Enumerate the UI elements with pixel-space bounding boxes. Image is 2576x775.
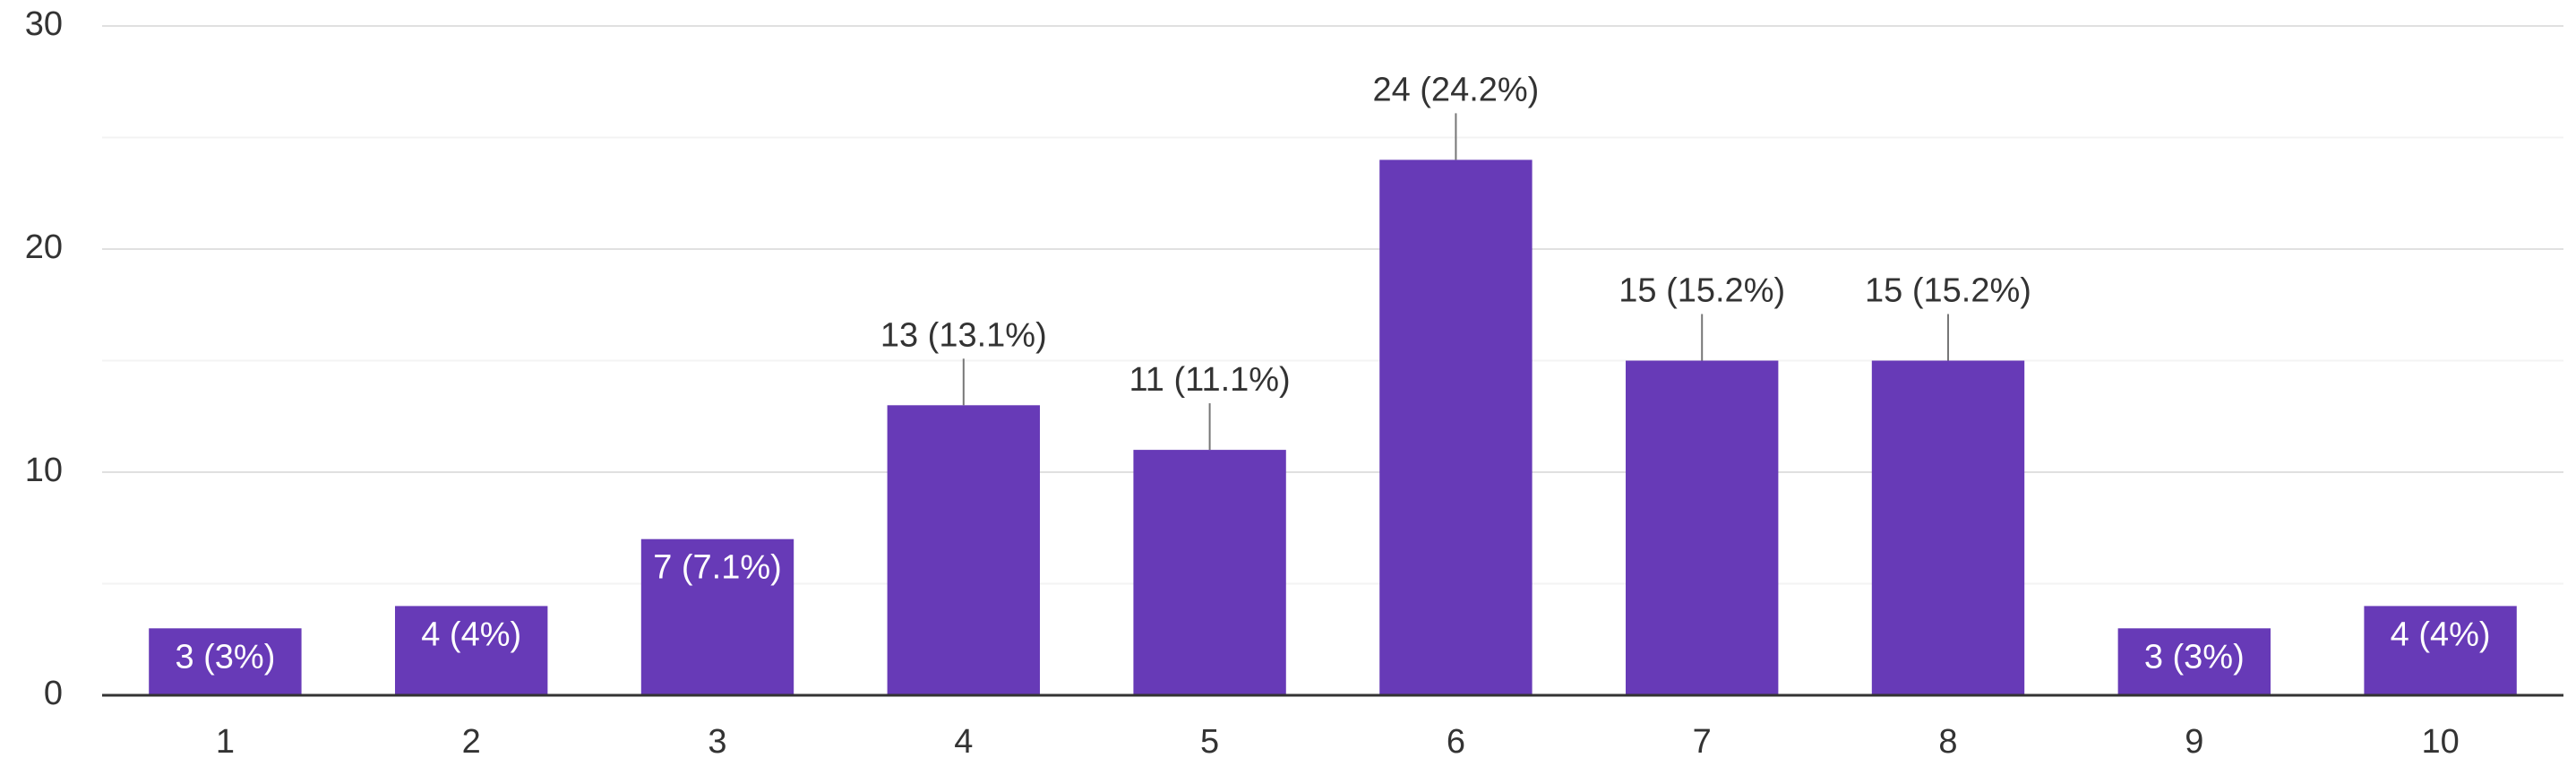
bar xyxy=(1379,159,1533,695)
x-tick-label: 8 xyxy=(1938,723,1957,761)
bar xyxy=(1871,360,2025,695)
x-tick-label: 7 xyxy=(1693,723,1712,761)
x-tick-label: 2 xyxy=(462,723,481,761)
y-tick-label: 10 xyxy=(25,452,63,489)
y-tick-label: 30 xyxy=(25,5,63,43)
x-tick-label: 3 xyxy=(708,723,726,761)
bar xyxy=(1626,360,1779,695)
data-label: 11 (11.1%) xyxy=(1129,361,1290,399)
x-tick-label: 6 xyxy=(1447,723,1465,761)
bar xyxy=(1133,450,1286,695)
x-tick-label: 1 xyxy=(216,723,235,761)
x-tick-label: 9 xyxy=(2185,723,2203,761)
bar xyxy=(149,628,302,695)
data-label: 15 (15.2%) xyxy=(1619,272,1785,310)
bar xyxy=(2364,606,2517,695)
data-label: 7 (7.1%) xyxy=(653,549,782,587)
bar xyxy=(640,538,794,695)
data-label: 3 (3%) xyxy=(2144,638,2245,676)
bar xyxy=(2117,628,2271,695)
bar xyxy=(395,606,548,695)
data-label: 15 (15.2%) xyxy=(1865,272,2031,310)
data-label: 24 (24.2%) xyxy=(1372,71,1539,108)
data-label: 13 (13.1%) xyxy=(880,316,1047,354)
bar xyxy=(887,405,1040,695)
x-tick-label: 4 xyxy=(954,723,973,761)
x-tick-label: 10 xyxy=(2421,723,2459,761)
x-tick-label: 5 xyxy=(1200,723,1219,761)
data-label: 4 (4%) xyxy=(421,616,521,653)
data-label: 3 (3%) xyxy=(175,638,275,676)
data-label: 4 (4%) xyxy=(2391,616,2491,653)
y-tick-label: 0 xyxy=(44,675,63,712)
y-tick-label: 20 xyxy=(25,228,63,266)
